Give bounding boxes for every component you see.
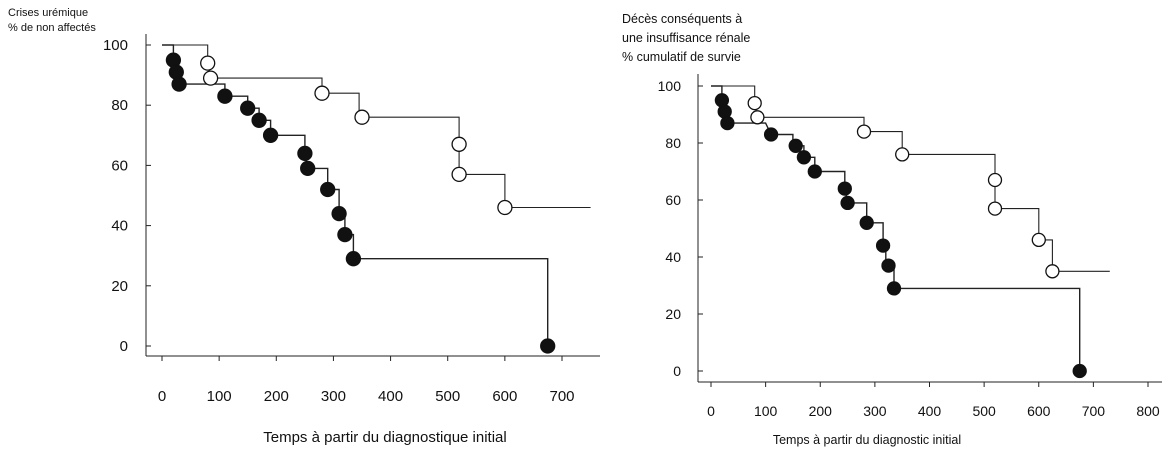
y-tick-label: 80 <box>111 97 128 114</box>
chart-uremic-crises: Crises urémique % de non affectés 100 80 6… <box>8 7 600 446</box>
y-axis-label-line-1: Décès conséquents à <box>622 12 742 26</box>
data-point-open <box>1031 232 1046 248</box>
y-tick-label: 20 <box>111 278 128 295</box>
y-tick-label: 20 <box>665 306 681 322</box>
data-point-filled <box>251 112 267 128</box>
data-point-open <box>497 199 513 216</box>
y-tick-label: 0 <box>673 363 681 379</box>
data-point-open <box>987 201 1003 216</box>
y-tick-label: 40 <box>111 218 128 235</box>
series-line-filled <box>711 85 1081 371</box>
x-tick-label: 800 <box>1136 403 1160 419</box>
data-point-filled <box>763 127 779 142</box>
y-tick-label: 100 <box>658 78 682 94</box>
data-point-filled <box>345 251 362 267</box>
data-point-filled <box>297 145 313 162</box>
x-tick-label: 0 <box>707 403 715 419</box>
data-point-filled <box>171 76 187 92</box>
x-tick-label: 500 <box>972 403 996 419</box>
x-tick-label: 100 <box>207 388 232 405</box>
x-tick-label: 700 <box>549 388 574 405</box>
data-point-filled <box>717 104 732 119</box>
data-point-filled <box>807 164 822 179</box>
data-point-filled <box>540 338 556 354</box>
data-point-open <box>314 85 330 101</box>
data-point-open <box>747 95 762 111</box>
data-point-open <box>451 136 467 152</box>
x-tick-label: 400 <box>918 403 942 419</box>
data-point-filled <box>720 115 735 131</box>
data-point-open <box>1045 264 1060 279</box>
data-point-open <box>895 147 910 162</box>
x-tick-label: 300 <box>321 388 346 405</box>
x-tick-label: 600 <box>1027 403 1051 419</box>
data-point-filled <box>837 181 852 196</box>
data-point-filled <box>1072 363 1087 379</box>
x-axis-label: Temps à partir du diagnostique initial <box>263 429 506 446</box>
data-point-filled <box>840 195 855 211</box>
data-point-filled <box>881 258 896 273</box>
data-point-filled <box>262 127 279 143</box>
x-tick-label: 600 <box>492 388 517 405</box>
data-point-filled <box>240 100 256 116</box>
data-point-open <box>750 110 765 125</box>
data-point-filled <box>886 281 902 296</box>
chart-renal-deaths: Décès conséquents à une insuffisance rén… <box>622 12 1162 447</box>
y-axis-label-line-2: une insuffisance rénale <box>622 31 750 45</box>
data-point-filled <box>788 138 803 153</box>
data-point-open <box>451 166 467 183</box>
y-tick-label: 60 <box>665 192 681 208</box>
data-point-open <box>987 172 1003 188</box>
x-tick-label: 300 <box>863 403 887 419</box>
data-point-filled <box>320 181 336 198</box>
x-axis-label: Temps à partir du diagnostic initial <box>773 433 961 447</box>
x-tick-label: 100 <box>754 403 778 419</box>
data-point-filled <box>217 88 233 104</box>
y-tick-label: 100 <box>103 37 128 54</box>
data-point-filled <box>875 238 891 253</box>
y-axis-label-line-1: Crises urémique <box>8 7 88 19</box>
series-line-open <box>162 44 591 209</box>
x-tick-label: 200 <box>809 403 833 419</box>
y-tick-label: 0 <box>120 338 128 355</box>
data-point-open <box>354 109 370 125</box>
data-point-filled <box>300 160 316 177</box>
data-point-filled <box>331 205 347 222</box>
data-point-filled <box>337 226 353 243</box>
x-tick-label: 500 <box>435 388 460 405</box>
data-point-open <box>200 55 216 71</box>
y-axis-label-line-2: % de non affectés <box>8 22 96 34</box>
data-point-open <box>856 124 872 139</box>
y-tick-label: 80 <box>665 135 681 151</box>
y-axis-label-line-3: % cumulatif de survie <box>622 50 741 64</box>
x-tick-label: 200 <box>264 388 289 405</box>
x-tick-label: 0 <box>158 388 166 405</box>
x-tick-label: 700 <box>1082 403 1106 419</box>
x-tick-label: 400 <box>378 388 403 405</box>
series-line-filled <box>162 44 549 346</box>
series-line-open <box>711 85 1110 272</box>
data-point-filled <box>796 150 812 165</box>
data-point-filled <box>859 215 874 230</box>
y-tick-label: 60 <box>111 157 128 174</box>
data-point-open <box>202 70 219 86</box>
y-tick-label: 40 <box>665 249 681 265</box>
